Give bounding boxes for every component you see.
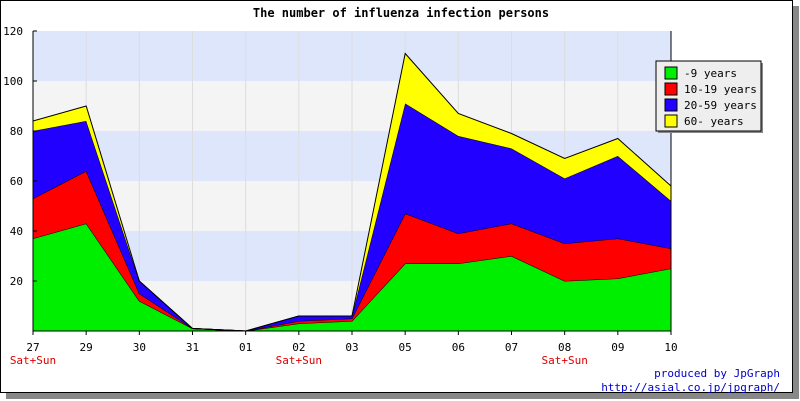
x-tick-label: 27	[26, 341, 39, 354]
x-tick-note: Sat+Sun	[541, 354, 587, 367]
x-tick-label: 07	[505, 341, 518, 354]
x-tick-label: 06	[452, 341, 465, 354]
credit-line-1: produced by JpGraph	[654, 367, 780, 380]
legend-swatch	[664, 114, 678, 128]
legend-label: -9 years	[684, 67, 737, 80]
legend-swatch	[664, 66, 678, 80]
legend-label: 60- years	[684, 115, 744, 128]
y-tick-label: 40	[10, 225, 23, 238]
x-tick-label: 08	[558, 341, 571, 354]
x-tick-label: 01	[239, 341, 252, 354]
x-tick-label: 31	[186, 341, 199, 354]
y-tick-label: 100	[3, 75, 23, 88]
y-tick-label: 20	[10, 275, 23, 288]
x-tick-label: 02	[292, 341, 305, 354]
series-area-0	[33, 223, 671, 331]
legend-label: 10-19 years	[684, 83, 757, 96]
x-tick-label: 05	[399, 341, 412, 354]
chart-title: The number of influenza infection person…	[253, 6, 549, 20]
legend: -9 years 10-19 years 20-59 years 60- years	[655, 60, 763, 133]
legend-swatch	[664, 98, 678, 112]
x-tick-label: 29	[80, 341, 93, 354]
x-tick-note: Sat+Sun	[10, 354, 56, 367]
series-area-2	[33, 103, 671, 331]
x-tick-note: Sat+Sun	[276, 354, 322, 367]
y-tick-labels: 20 40 60 80 100 120	[3, 25, 23, 288]
legend-label: 20-59 years	[684, 99, 757, 112]
x-tick-label: 10	[664, 341, 677, 354]
y-tick-label: 60	[10, 175, 23, 188]
series-area-1	[33, 171, 671, 331]
area-series	[32, 52, 672, 332]
y-tick-label: 120	[3, 25, 23, 38]
y-tick-label: 80	[10, 125, 23, 138]
x-tick-label: 03	[345, 341, 358, 354]
x-tick-label: 30	[133, 341, 146, 354]
credit-link[interactable]: http://asial.co.jp/jpgraph/	[601, 381, 780, 394]
x-tick-label: 09	[611, 341, 624, 354]
legend-swatch	[664, 82, 678, 96]
axes	[32, 30, 672, 335]
chart-frame: The number of influenza infection person…	[0, 0, 793, 394]
series-line-3	[32, 52, 672, 332]
